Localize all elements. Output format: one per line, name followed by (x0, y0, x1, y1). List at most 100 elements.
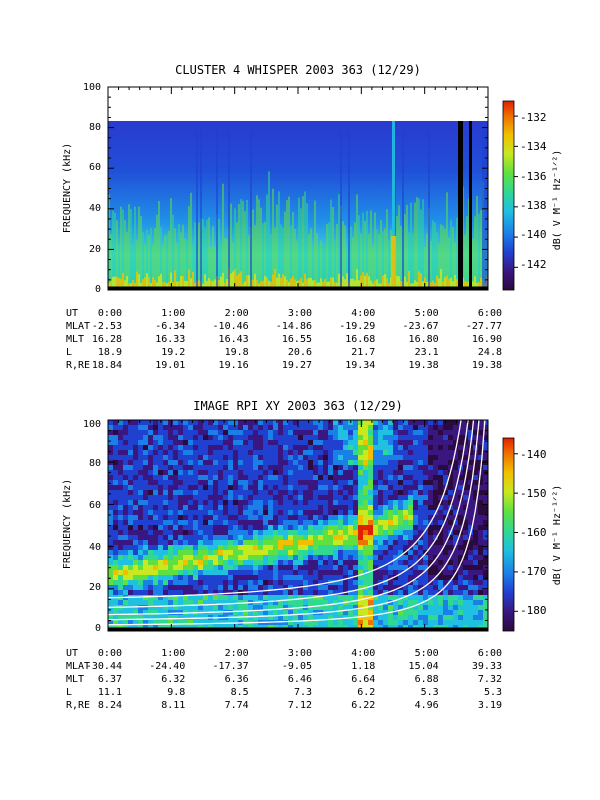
spectrogram-cell (203, 535, 208, 540)
streak (442, 225, 444, 288)
spectrogram-cell (168, 435, 173, 440)
spectrogram-cell (178, 510, 183, 515)
spectrogram-cell (318, 580, 323, 585)
spectrogram-cell (268, 515, 273, 520)
ephemeris-value: 16.33 (155, 334, 185, 345)
spectrogram-cell (223, 460, 228, 465)
spectrogram-cell (143, 575, 148, 580)
spectrogram-cell (258, 450, 263, 455)
spectrogram-cell (368, 470, 373, 475)
spectrogram-cell (478, 430, 483, 435)
spectrogram-cell (183, 600, 188, 605)
spectrogram-cell (253, 455, 258, 460)
spectrogram-cell (323, 505, 328, 510)
streak (144, 243, 146, 288)
spectrogram-cell (128, 505, 133, 510)
spectrogram-cell (178, 575, 183, 580)
spectrogram-cell (288, 475, 293, 480)
spectrogram-cell (393, 570, 398, 575)
spectrogram-cell (328, 515, 333, 520)
streak (212, 226, 214, 288)
spectrogram-cell (393, 585, 398, 590)
spectrogram-cell (368, 510, 373, 515)
spectrogram-cell (428, 510, 433, 515)
spectrogram-cell (263, 490, 268, 495)
spectrogram-cell (158, 465, 163, 470)
spectrogram-cell (483, 520, 488, 525)
spectrogram-cell (228, 595, 233, 600)
spectrogram-cell (233, 550, 238, 555)
spectrogram-cell (348, 590, 353, 595)
spectrogram-cell (448, 440, 453, 445)
spectrogram-cell (278, 540, 283, 545)
spectrogram-cell (348, 570, 353, 575)
spectrogram-cell (223, 535, 228, 540)
spectrogram-cell (228, 535, 233, 540)
spectrogram-cell (168, 505, 173, 510)
spectrogram-cell (333, 465, 338, 470)
spectrogram-cell (168, 460, 173, 465)
spectrogram-cell (273, 590, 278, 595)
spectrogram-cell (363, 565, 368, 570)
spectrogram-cell (293, 485, 298, 490)
spectrogram-cell (428, 445, 433, 450)
spectrogram-cell (473, 460, 478, 465)
spectrogram-cell (458, 615, 463, 620)
spectrogram-cell (388, 505, 393, 510)
spectrogram-cell (248, 535, 253, 540)
spectrogram-cell (133, 525, 138, 530)
streak (198, 222, 200, 288)
spectrogram-cell (268, 435, 273, 440)
spectrogram-cell (288, 460, 293, 465)
spectrogram-cell (323, 515, 328, 520)
streak (196, 121, 198, 288)
spectrogram-cell (428, 595, 433, 600)
spectrogram-cell (378, 575, 383, 580)
spectrogram-cell (213, 510, 218, 515)
spectrogram-cell (138, 560, 143, 565)
spectrogram-cell (218, 450, 223, 455)
spectrogram-cell (108, 585, 113, 590)
spectrogram-cell (443, 515, 448, 520)
spectrogram-cell (398, 490, 403, 495)
spectrogram-cell (253, 545, 258, 550)
spectrogram-cell (383, 560, 388, 565)
spectrogram-cell (123, 435, 128, 440)
spectrogram-cell (133, 570, 138, 575)
streak (298, 197, 300, 288)
spectrogram-cell (213, 455, 218, 460)
spectrogram-cell (228, 430, 233, 435)
ephemeris-row-label: MLT (66, 334, 84, 345)
spectrogram-cell (313, 425, 318, 430)
spectrogram-cell (418, 590, 423, 595)
spectrogram-cell (328, 440, 333, 445)
spectrogram-cell (483, 590, 488, 595)
spectrogram-cell (408, 470, 413, 475)
spectrogram-cell (393, 590, 398, 595)
spectrogram-cell (228, 485, 233, 490)
streak (318, 282, 320, 288)
streak (288, 196, 290, 288)
spectrogram-cell (343, 545, 348, 550)
spectrogram-cell (238, 570, 243, 575)
spectrogram-cell (238, 465, 243, 470)
spectrogram-cell (198, 550, 203, 555)
spectrogram-cell (448, 550, 453, 555)
streak (220, 243, 222, 288)
spectrogram-cell (398, 540, 403, 545)
spectrogram-cell (483, 435, 488, 440)
spectrogram-cell (178, 490, 183, 495)
spectrogram-cell (188, 440, 193, 445)
streak (274, 227, 276, 288)
spectrogram-cell (433, 590, 438, 595)
spectrogram-cell (218, 580, 223, 585)
spectrogram-cell (383, 480, 388, 485)
spectrogram-cell (128, 460, 133, 465)
spectrogram-cell (178, 495, 183, 500)
spectrogram-cell (468, 430, 473, 435)
streak (446, 275, 448, 288)
spectrogram-cell (298, 610, 303, 615)
spectrogram-cell (433, 580, 438, 585)
streak (358, 280, 360, 288)
spectrogram-cell (153, 515, 158, 520)
